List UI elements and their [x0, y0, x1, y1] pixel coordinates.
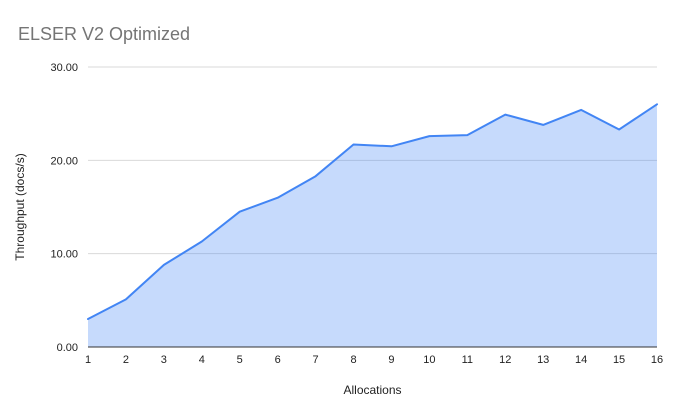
x-tick-label: 8: [350, 354, 356, 366]
x-tick-label: 5: [237, 354, 243, 366]
y-tick-label: 0.00: [57, 342, 78, 354]
chart-title: ELSER V2 Optimized: [18, 24, 191, 44]
x-tick-label: 6: [275, 354, 281, 366]
x-tick-label: 11: [462, 354, 473, 366]
x-axis-title: Allocations: [343, 383, 402, 397]
x-tick-label: 15: [613, 354, 625, 366]
x-tick-label: 7: [313, 354, 319, 366]
y-axis-title: Throughput (docs/s): [13, 153, 27, 261]
x-tick-label: 3: [161, 354, 167, 366]
x-tick-label: 1: [85, 354, 91, 366]
y-tick-label: 20.00: [50, 155, 78, 167]
x-tick-label: 4: [199, 354, 205, 366]
x-tick-label: 10: [423, 354, 435, 366]
series-line: [87, 103, 658, 320]
y-tick-label: 30.00: [50, 62, 78, 74]
x-tick-label: 13: [537, 354, 549, 366]
x-tick-label: 2: [123, 354, 129, 366]
x-tick-label: 16: [651, 354, 663, 366]
y-tick-label: 10.00: [50, 249, 78, 261]
series-area-fill: [88, 104, 657, 347]
x-tick-label: 14: [575, 354, 587, 366]
x-tick-label: 9: [388, 354, 394, 366]
x-tick-label: 12: [499, 354, 511, 366]
